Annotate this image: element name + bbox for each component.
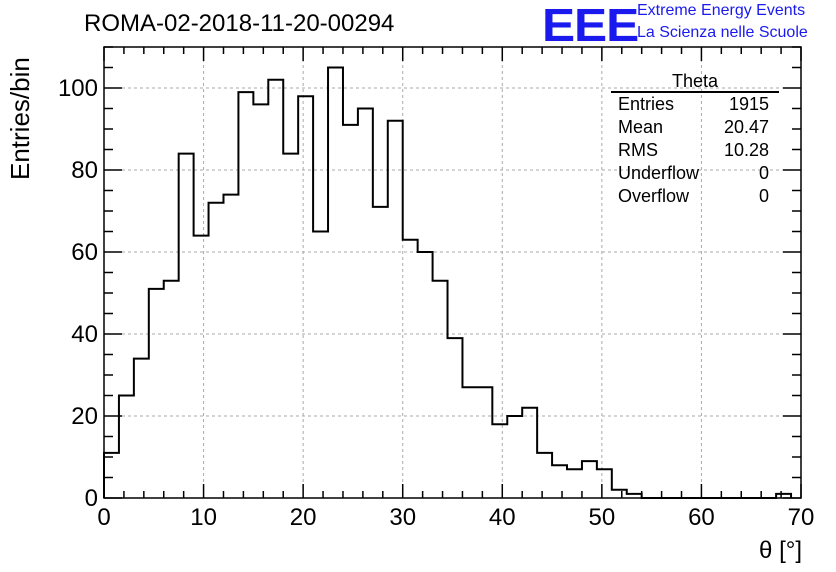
histogram-series	[103, 66, 793, 499]
y-tick-label: 20	[71, 403, 98, 430]
logo-tagline-2: La Scienza nelle Scuole	[637, 24, 808, 41]
y-axis-title: Entries/bin	[5, 57, 35, 180]
y-tick-label: 100	[58, 75, 98, 102]
chart-title: ROMA-02-2018-11-20-00294	[84, 10, 395, 37]
x-tick-label: 50	[589, 504, 616, 531]
stats-row-overflow: Overflow 0	[611, 185, 779, 208]
stats-label: Underflow	[618, 163, 700, 183]
x-tick-label: 10	[190, 504, 217, 531]
stats-label: Mean	[618, 117, 664, 137]
x-tick-label: 0	[97, 504, 110, 531]
y-tick-label: 40	[71, 321, 98, 348]
x-axis-title: θ [°]	[759, 537, 802, 564]
x-tick-label: 30	[389, 504, 416, 531]
stats-row-rms: RMS 10.28	[611, 139, 779, 162]
stats-value: 0	[758, 186, 769, 206]
grid-lines	[104, 47, 801, 498]
x-tick-label: 60	[688, 504, 715, 531]
stats-value: 0	[758, 163, 769, 183]
stats-row-mean: Mean 20.47	[611, 116, 779, 139]
stats-value: 10.28	[723, 140, 769, 160]
x-tick-label: 70	[788, 504, 815, 531]
stats-box: Theta Entries 1915 Mean 20.47 RMS 10.28 …	[611, 71, 779, 208]
x-tick-label: 40	[489, 504, 516, 531]
stats-title: Theta	[611, 71, 779, 93]
y-tick-label: 80	[71, 157, 98, 184]
x-tick-label: 20	[290, 504, 317, 531]
stats-label: Entries	[618, 94, 675, 114]
y-tick-label: 60	[71, 239, 98, 266]
stats-value: 20.47	[723, 117, 769, 137]
logo-tagline-1: Extreme Energy Events	[637, 2, 806, 19]
stats-label: Overflow	[618, 186, 690, 206]
y-tick-label: 0	[85, 485, 98, 512]
stats-row-underflow: Underflow 0	[611, 162, 779, 185]
tick-labels: 0 10 20 30 40 50 60 70 0 20 40 60 80 100	[58, 75, 814, 531]
stats-value: 1915	[728, 94, 769, 114]
stats-row-entries: Entries 1915	[611, 93, 779, 116]
eee-logo: EEE	[542, 0, 639, 51]
stats-label: RMS	[618, 140, 658, 160]
plot-frame	[103, 46, 802, 499]
